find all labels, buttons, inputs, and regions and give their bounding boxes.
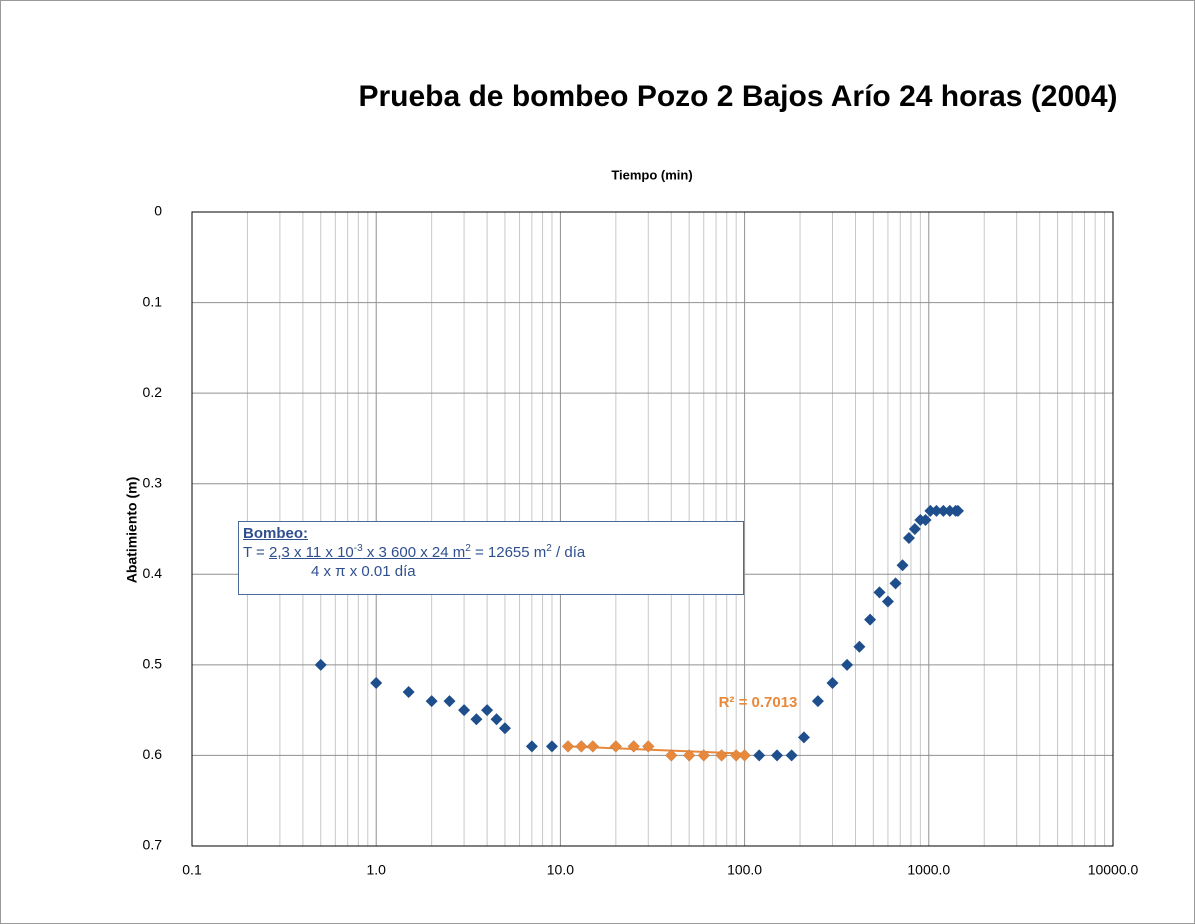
- y-tick-label: 0.5: [143, 656, 163, 672]
- x-tick-label: 100.0: [727, 862, 762, 878]
- x-axis-title: Tiempo (min): [611, 167, 692, 182]
- y-tick-label: 0.7: [143, 837, 163, 853]
- point: [545, 740, 558, 753]
- box-line: 4 x π x 0.01 día: [311, 563, 416, 580]
- formula-part: 2: [465, 543, 471, 554]
- point: [586, 740, 599, 753]
- point: [490, 713, 503, 726]
- point: [797, 731, 810, 744]
- point: [889, 577, 902, 590]
- point: [498, 722, 511, 735]
- point: [481, 704, 494, 717]
- point: [864, 613, 877, 626]
- box-line: T = 2,3 x 11 x 10-3 x 3 600 x 24 m2 = 12…: [243, 543, 739, 562]
- point: [697, 749, 710, 762]
- point: [370, 676, 383, 689]
- point: [896, 559, 909, 572]
- point: [873, 586, 886, 599]
- point: [785, 749, 798, 762]
- plot-border: [191, 211, 1114, 847]
- point: [458, 704, 471, 717]
- point: [609, 740, 622, 753]
- point: [908, 523, 921, 535]
- point: [665, 749, 678, 762]
- point: [525, 740, 538, 753]
- point: [924, 504, 937, 517]
- point: [951, 504, 964, 517]
- formula-part: / día: [551, 544, 586, 561]
- point: [683, 749, 696, 762]
- y-tick-label: 0.2: [143, 384, 163, 400]
- point: [841, 658, 854, 671]
- point: [443, 695, 456, 708]
- x-tick-label: 0.1: [182, 862, 202, 878]
- point: [902, 532, 915, 545]
- y-tick-label: 0.4: [143, 565, 163, 581]
- formula-part: -3: [353, 543, 363, 554]
- x-tick-label: 1.0: [366, 862, 386, 878]
- y-tick-label: 0.6: [143, 746, 163, 762]
- point: [771, 749, 784, 762]
- point: [738, 749, 751, 762]
- point: [826, 676, 839, 689]
- formula-part: T =: [243, 544, 269, 561]
- formula-part: 2: [546, 543, 552, 554]
- x-tick-label: 10.0: [547, 862, 574, 878]
- point: [314, 658, 327, 671]
- box-title: Bombeo:: [243, 525, 308, 542]
- y-tick-label: 0: [154, 203, 162, 219]
- r-squared-label: R² = 0.7013: [719, 694, 798, 711]
- point: [730, 749, 743, 762]
- point: [853, 640, 866, 653]
- formula-box: Bombeo: T = 2,3 x 11 x 10-3 x 3 600 x 24…: [238, 521, 744, 595]
- x-tick-label: 10000.0: [1088, 862, 1139, 878]
- x-tick-label: 1000.0: [907, 862, 950, 878]
- point: [881, 595, 894, 608]
- formula-part: = 12655 m: [470, 544, 547, 561]
- point: [627, 740, 640, 753]
- chart-title: Prueba de bombeo Pozo 2 Bajos Arío 24 ho…: [358, 80, 1117, 113]
- point: [470, 713, 483, 726]
- y-tick-label: 0.1: [143, 293, 163, 309]
- point: [753, 749, 766, 762]
- point: [642, 740, 655, 753]
- point: [575, 740, 588, 753]
- point: [425, 695, 438, 708]
- point: [402, 686, 415, 699]
- y-tick-label: 0.3: [143, 474, 163, 490]
- point: [811, 695, 824, 708]
- point: [562, 740, 575, 753]
- y-axis-title: Abatimiento (m): [124, 477, 140, 584]
- point: [715, 749, 728, 762]
- formula-part: 2,3 x 11 x 10: [269, 544, 354, 561]
- point: [930, 504, 943, 517]
- point: [919, 513, 932, 526]
- formula-part: x 3 600 x 24 m: [362, 544, 466, 561]
- point: [937, 504, 950, 517]
